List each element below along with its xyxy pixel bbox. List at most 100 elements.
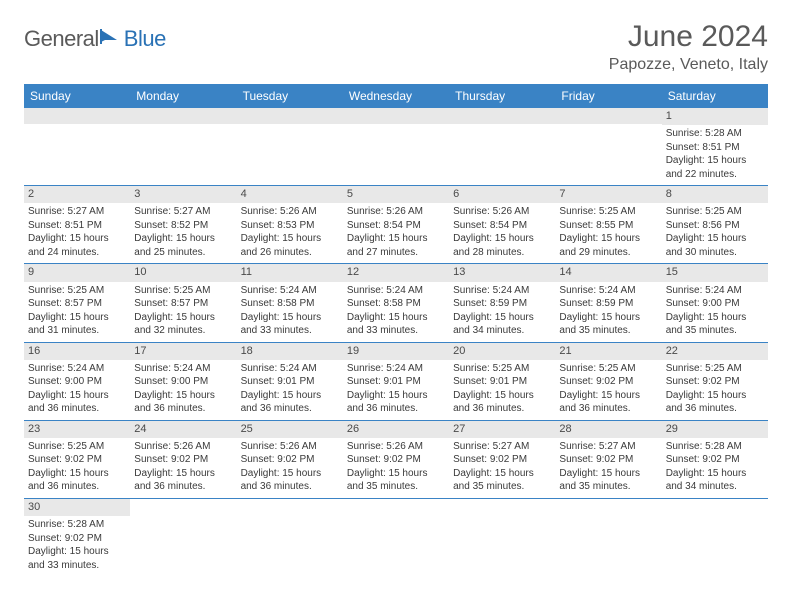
day-cell: 27Sunrise: 5:27 AMSunset: 9:02 PMDayligh… <box>449 420 555 498</box>
day-number: 5 <box>343 186 449 203</box>
empty-day-bar <box>343 108 449 124</box>
day-body: Sunrise: 5:28 AMSunset: 9:02 PMDaylight:… <box>24 516 130 576</box>
day-number: 28 <box>555 421 661 438</box>
day-number: 22 <box>662 343 768 360</box>
day-number: 13 <box>449 264 555 281</box>
week-row: 9Sunrise: 5:25 AMSunset: 8:57 PMDaylight… <box>24 264 768 342</box>
empty-day-bar <box>237 108 343 124</box>
day-cell: 4Sunrise: 5:26 AMSunset: 8:53 PMDaylight… <box>237 186 343 264</box>
day-cell: 10Sunrise: 5:25 AMSunset: 8:57 PMDayligh… <box>130 264 236 342</box>
day-cell: 23Sunrise: 5:25 AMSunset: 9:02 PMDayligh… <box>24 420 130 498</box>
day-body: Sunrise: 5:27 AMSunset: 8:51 PMDaylight:… <box>24 203 130 263</box>
day-header: Tuesday <box>237 84 343 108</box>
flag-icon <box>99 28 121 51</box>
day-body: Sunrise: 5:25 AMSunset: 8:57 PMDaylight:… <box>24 282 130 342</box>
week-row: 2Sunrise: 5:27 AMSunset: 8:51 PMDaylight… <box>24 186 768 264</box>
day-header: Friday <box>555 84 661 108</box>
month-title: June 2024 <box>609 20 768 54</box>
day-cell: 25Sunrise: 5:26 AMSunset: 9:02 PMDayligh… <box>237 420 343 498</box>
day-cell: 12Sunrise: 5:24 AMSunset: 8:58 PMDayligh… <box>343 264 449 342</box>
day-cell: 18Sunrise: 5:24 AMSunset: 9:01 PMDayligh… <box>237 342 343 420</box>
day-body: Sunrise: 5:25 AMSunset: 9:02 PMDaylight:… <box>555 360 661 420</box>
day-number: 2 <box>24 186 130 203</box>
day-cell: 3Sunrise: 5:27 AMSunset: 8:52 PMDaylight… <box>130 186 236 264</box>
day-cell <box>449 108 555 186</box>
week-row: 30Sunrise: 5:28 AMSunset: 9:02 PMDayligh… <box>24 498 768 576</box>
day-number: 19 <box>343 343 449 360</box>
week-row: 1Sunrise: 5:28 AMSunset: 8:51 PMDaylight… <box>24 108 768 186</box>
day-body: Sunrise: 5:24 AMSunset: 8:58 PMDaylight:… <box>343 282 449 342</box>
title-block: June 2024 Papozze, Veneto, Italy <box>609 20 768 74</box>
day-body: Sunrise: 5:27 AMSunset: 8:52 PMDaylight:… <box>130 203 236 263</box>
day-cell <box>130 108 236 186</box>
day-cell: 5Sunrise: 5:26 AMSunset: 8:54 PMDaylight… <box>343 186 449 264</box>
day-number: 23 <box>24 421 130 438</box>
day-cell: 1Sunrise: 5:28 AMSunset: 8:51 PMDaylight… <box>662 108 768 186</box>
day-cell: 17Sunrise: 5:24 AMSunset: 9:00 PMDayligh… <box>130 342 236 420</box>
day-cell: 24Sunrise: 5:26 AMSunset: 9:02 PMDayligh… <box>130 420 236 498</box>
day-cell <box>449 498 555 576</box>
day-cell <box>555 108 661 186</box>
day-body: Sunrise: 5:27 AMSunset: 9:02 PMDaylight:… <box>555 438 661 498</box>
day-cell: 9Sunrise: 5:25 AMSunset: 8:57 PMDaylight… <box>24 264 130 342</box>
day-number: 6 <box>449 186 555 203</box>
day-number: 12 <box>343 264 449 281</box>
day-cell: 19Sunrise: 5:24 AMSunset: 9:01 PMDayligh… <box>343 342 449 420</box>
day-header: Thursday <box>449 84 555 108</box>
day-number: 7 <box>555 186 661 203</box>
day-number: 9 <box>24 264 130 281</box>
day-number: 25 <box>237 421 343 438</box>
day-cell <box>662 498 768 576</box>
day-number: 21 <box>555 343 661 360</box>
day-body: Sunrise: 5:24 AMSunset: 8:59 PMDaylight:… <box>555 282 661 342</box>
location: Papozze, Veneto, Italy <box>609 56 768 74</box>
day-number: 24 <box>130 421 236 438</box>
logo-text-blue: Blue <box>124 26 166 52</box>
day-header: Sunday <box>24 84 130 108</box>
day-number: 27 <box>449 421 555 438</box>
day-cell <box>130 498 236 576</box>
day-number: 10 <box>130 264 236 281</box>
day-cell <box>24 108 130 186</box>
week-row: 16Sunrise: 5:24 AMSunset: 9:00 PMDayligh… <box>24 342 768 420</box>
day-body: Sunrise: 5:26 AMSunset: 8:54 PMDaylight:… <box>449 203 555 263</box>
day-cell <box>237 498 343 576</box>
empty-day-bar <box>555 108 661 124</box>
day-cell: 8Sunrise: 5:25 AMSunset: 8:56 PMDaylight… <box>662 186 768 264</box>
header: General Blue June 2024 Papozze, Veneto, … <box>24 20 768 74</box>
day-body: Sunrise: 5:27 AMSunset: 9:02 PMDaylight:… <box>449 438 555 498</box>
day-body: Sunrise: 5:26 AMSunset: 9:02 PMDaylight:… <box>237 438 343 498</box>
day-body: Sunrise: 5:25 AMSunset: 9:01 PMDaylight:… <box>449 360 555 420</box>
day-number: 14 <box>555 264 661 281</box>
day-cell: 6Sunrise: 5:26 AMSunset: 8:54 PMDaylight… <box>449 186 555 264</box>
day-number: 4 <box>237 186 343 203</box>
day-body: Sunrise: 5:24 AMSunset: 9:00 PMDaylight:… <box>662 282 768 342</box>
day-body: Sunrise: 5:25 AMSunset: 8:55 PMDaylight:… <box>555 203 661 263</box>
day-body: Sunrise: 5:25 AMSunset: 9:02 PMDaylight:… <box>24 438 130 498</box>
day-body: Sunrise: 5:26 AMSunset: 9:02 PMDaylight:… <box>343 438 449 498</box>
day-body: Sunrise: 5:24 AMSunset: 8:58 PMDaylight:… <box>237 282 343 342</box>
day-number: 15 <box>662 264 768 281</box>
day-cell: 16Sunrise: 5:24 AMSunset: 9:00 PMDayligh… <box>24 342 130 420</box>
day-number: 3 <box>130 186 236 203</box>
day-number: 20 <box>449 343 555 360</box>
day-cell <box>343 498 449 576</box>
day-header-row: SundayMondayTuesdayWednesdayThursdayFrid… <box>24 84 768 108</box>
logo: General Blue <box>24 26 166 52</box>
day-header: Saturday <box>662 84 768 108</box>
day-cell: 20Sunrise: 5:25 AMSunset: 9:01 PMDayligh… <box>449 342 555 420</box>
day-cell <box>555 498 661 576</box>
day-body: Sunrise: 5:26 AMSunset: 9:02 PMDaylight:… <box>130 438 236 498</box>
day-header: Wednesday <box>343 84 449 108</box>
day-body: Sunrise: 5:25 AMSunset: 8:57 PMDaylight:… <box>130 282 236 342</box>
day-body: Sunrise: 5:25 AMSunset: 9:02 PMDaylight:… <box>662 360 768 420</box>
day-number: 8 <box>662 186 768 203</box>
day-cell: 13Sunrise: 5:24 AMSunset: 8:59 PMDayligh… <box>449 264 555 342</box>
day-body: Sunrise: 5:25 AMSunset: 8:56 PMDaylight:… <box>662 203 768 263</box>
day-number: 30 <box>24 499 130 516</box>
day-cell: 2Sunrise: 5:27 AMSunset: 8:51 PMDaylight… <box>24 186 130 264</box>
day-number: 26 <box>343 421 449 438</box>
day-body: Sunrise: 5:26 AMSunset: 8:54 PMDaylight:… <box>343 203 449 263</box>
day-cell: 21Sunrise: 5:25 AMSunset: 9:02 PMDayligh… <box>555 342 661 420</box>
day-cell: 30Sunrise: 5:28 AMSunset: 9:02 PMDayligh… <box>24 498 130 576</box>
